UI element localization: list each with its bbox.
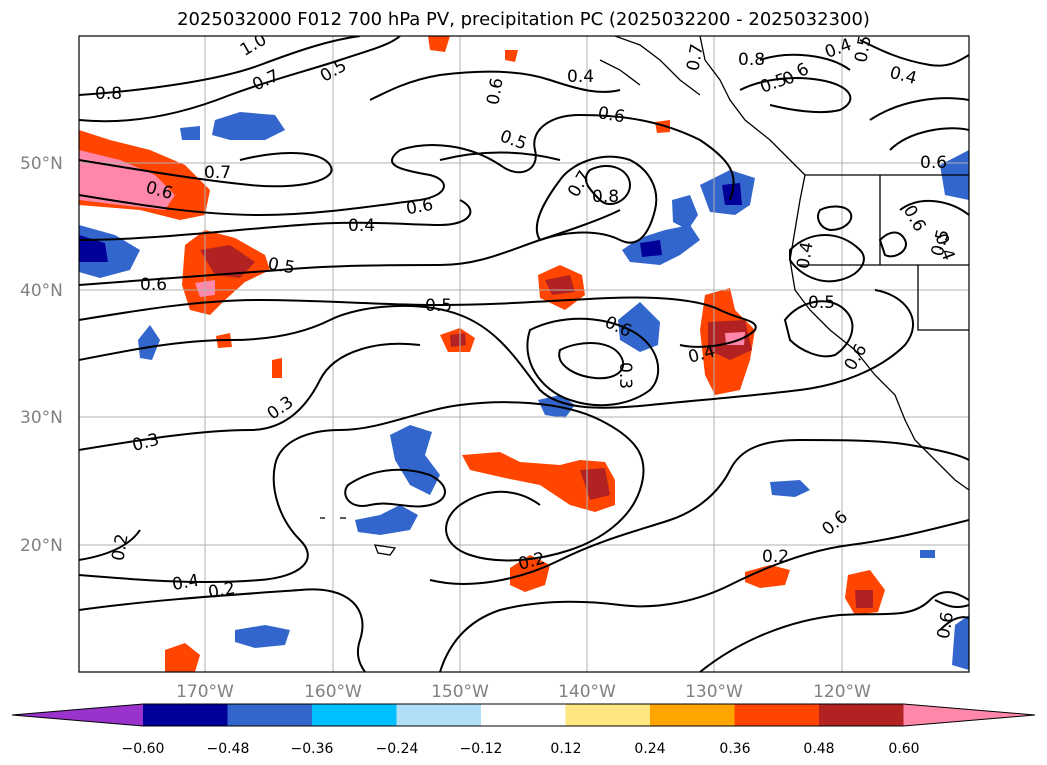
colorbar-outline — [11, 703, 1036, 727]
graticule — [79, 36, 969, 672]
contour-label: 0.8 — [592, 187, 619, 207]
contour-label: 0.5 — [497, 126, 529, 154]
contour-label: 0.4 — [822, 35, 854, 63]
contour-label: 0.7 — [249, 66, 282, 96]
contour-label: 0.4 — [887, 63, 918, 89]
contour-label: 0.6 — [920, 153, 947, 173]
colorbar-tick: −0.60 — [122, 741, 165, 757]
contour-label: 0.6 — [596, 103, 626, 127]
contour-label: 0.3 — [130, 430, 161, 456]
colorbar-segment — [312, 704, 397, 726]
colorbar-segment — [734, 704, 820, 726]
colorbar-segment — [650, 704, 735, 726]
contour-label: 0.6 — [405, 195, 435, 219]
contour-label: 0.6 — [483, 76, 507, 106]
contour-label: 0.4 — [567, 67, 594, 87]
contour-label: 0.3 — [615, 362, 635, 389]
contour-label: 0.7 — [564, 167, 595, 200]
contour-label: 0.4 — [793, 240, 817, 270]
lon-label-140w: 140°W — [558, 682, 616, 702]
pv-contours — [79, 36, 969, 672]
colorbar-tick: −0.48 — [207, 741, 250, 757]
contour-label: 0.5 — [266, 254, 296, 278]
colorbar-ticks: −0.60 −0.48 −0.36 −0.24 −0.12 0.12 0.24 … — [122, 741, 920, 757]
contour-label: 0.7 — [683, 42, 707, 72]
map-frame — [78, 35, 970, 673]
lat-label-40n: 40°N — [20, 281, 63, 301]
colorbar-tick: 0.24 — [634, 741, 665, 757]
lon-label-120w: 120°W — [813, 682, 871, 702]
colorbar-segment — [903, 704, 1035, 726]
lat-label-30n: 30°N — [20, 408, 63, 428]
lat-label-20n: 20°N — [20, 536, 63, 556]
contour-label: 0.3 — [264, 392, 298, 424]
contour-label: 0.5 — [425, 296, 452, 316]
colorbar-tick: 0.12 — [550, 741, 581, 757]
colorbar-tick: 0.48 — [803, 741, 834, 757]
contour-label: 0.8 — [95, 84, 122, 104]
contour-label: 0.4 — [930, 231, 958, 263]
colorbar-segment — [227, 704, 313, 726]
coastlines — [320, 36, 969, 556]
contour-label: 0.8 — [738, 50, 765, 70]
lon-label-170w: 170°W — [176, 682, 234, 702]
contour-label: 0.2 — [207, 579, 237, 603]
contour-label: 0.5 — [317, 56, 350, 87]
colorbar-tick: −0.24 — [376, 741, 419, 757]
contour-label: 0.7 — [204, 163, 231, 183]
contour-label: 0.5 — [851, 34, 875, 64]
contour-label: 0.4 — [171, 571, 201, 595]
contour-label: 1.0 — [237, 30, 270, 61]
lon-label-160w: 160°W — [304, 682, 362, 702]
colorbar-segment — [143, 704, 228, 726]
contour-label: 0.2 — [762, 547, 789, 567]
contour-label: 0.6 — [818, 507, 852, 540]
contour-label: 0.6 — [934, 610, 958, 640]
colorbar-segment — [481, 704, 566, 726]
precipitation-fills — [79, 36, 969, 672]
colorbar-tick: 0.36 — [719, 741, 750, 757]
lat-label-50n: 50°N — [20, 154, 63, 174]
contour-label: 0.6 — [140, 275, 167, 295]
colorbar — [11, 703, 1036, 727]
map-title: 2025032000 F012 700 hPa PV, precipitatio… — [177, 9, 870, 30]
contour-label: 0.4 — [348, 216, 375, 236]
colorbar-segment — [565, 704, 651, 726]
colorbar-segment — [396, 704, 482, 726]
colorbar-segment — [12, 704, 143, 726]
contour-label: 0.5 — [808, 293, 835, 313]
colorbar-tick: 0.60 — [888, 741, 919, 757]
colorbar-tick: −0.36 — [291, 741, 334, 757]
colorbar-tick: −0.12 — [460, 741, 503, 757]
colorbar-segment — [819, 704, 904, 726]
contour-label: 0.2 — [108, 532, 132, 562]
lon-label-150w: 150°W — [431, 682, 489, 702]
lon-label-130w: 130°W — [685, 682, 743, 702]
